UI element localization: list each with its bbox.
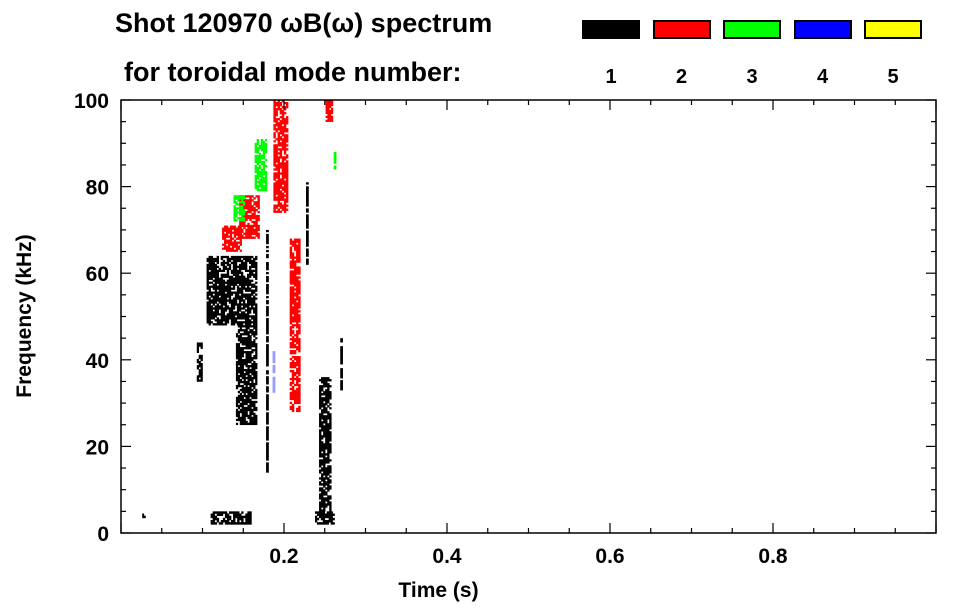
x-tick-label: 0.2 (269, 545, 298, 568)
legend-swatch-mode-3 (723, 20, 781, 39)
y-axis-label: Frequency (kHz) (13, 234, 36, 397)
spectrum-region-mode-1 (306, 182, 309, 265)
y-tick-label: 80 (86, 177, 109, 200)
legend-label-mode-4: 4 (816, 66, 829, 88)
legend-swatch-mode-4 (793, 20, 852, 39)
spectrum-region-mode-1 (314, 511, 335, 525)
chart-subtitle: for toroidal mode number: (124, 57, 462, 87)
spectrum-region-mode-2 (289, 238, 301, 413)
spectrum-region-mode-1 (142, 513, 146, 519)
spectrum-region-mode-1 (235, 325, 258, 426)
y-tick-label: 20 (86, 436, 109, 459)
spectrum-region-mode-4 (272, 351, 276, 393)
y-tick-label: 0 (97, 523, 109, 546)
chart-title: Shot 120970 ωB(ω) spectrum (115, 8, 493, 38)
spectrum-region-mode-3 (254, 138, 268, 192)
spectrum-region-mode-2 (222, 225, 242, 252)
y-tick-label: 40 (86, 350, 109, 373)
spectrum-region-mode-1 (210, 511, 252, 525)
legend-swatch-mode-2 (652, 20, 711, 39)
spectrum-region-mode-1 (340, 338, 343, 391)
spectrum-region-mode-1 (266, 229, 269, 473)
x-tick-label: 0.4 (432, 545, 462, 568)
x-tick-label: 0.6 (595, 545, 624, 568)
spectrum-region-mode-3 (333, 151, 337, 170)
legend-label-mode-2: 2 (675, 66, 688, 88)
legend-label-mode-3: 3 (746, 66, 758, 88)
spectrum-region-mode-1 (196, 342, 203, 382)
y-tick-label: 100 (74, 90, 109, 113)
spectrum-region-mode-1 (319, 377, 332, 512)
spectrum-region-mode-3 (233, 195, 246, 222)
spectrum-region-mode-2 (325, 100, 334, 122)
x-tick-label: 0.8 (758, 545, 788, 568)
legend-label-mode-1: 1 (605, 66, 617, 88)
spectrum-region-mode-2 (273, 100, 289, 213)
y-tick-label: 60 (86, 263, 109, 286)
legend-swatch-mode-5 (864, 20, 922, 39)
legend-swatch-mode-1 (582, 20, 640, 39)
legend-label-mode-5: 5 (887, 66, 899, 88)
x-axis-label: Time (s) (398, 579, 478, 602)
spectrum-region-mode-1 (206, 255, 258, 326)
